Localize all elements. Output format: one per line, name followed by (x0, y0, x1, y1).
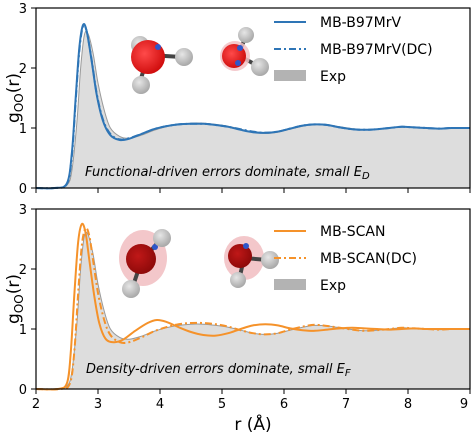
annotation-bottom-sub: F (345, 368, 351, 379)
xtick-label-5: 5 (218, 397, 226, 412)
annotation-top-text: Functional-driven errors dominate, small… (85, 165, 363, 180)
ytick-label-top-2: 2 (19, 62, 27, 77)
y-axis-title-bottom-sub: OO (12, 294, 26, 313)
x-ticks-top (35, 188, 471, 193)
panel-bottom: MB-SCAN MB-SCAN(DC) Exp Density-driven e… (4, 203, 471, 435)
y-axis-title-bottom: gOO(r) (4, 274, 26, 324)
ytick-label-top-1: 1 (19, 122, 27, 137)
y-axis-title-bottom-tail: (r) (4, 274, 24, 294)
legend-label-3: Exp (320, 278, 346, 294)
ytick-label-bottom-3: 3 (19, 203, 27, 218)
bottom-data-layer (35, 222, 471, 391)
series-line-mb-scan-dc-bottom (35, 226, 471, 391)
legend-label-2: MB-B97MrV(DC) (320, 42, 433, 58)
xtick-label-2: 2 (32, 397, 40, 412)
ytick-label-bottom-0: 0 (19, 383, 27, 398)
water-molecule-dimer-right-icon (224, 236, 279, 288)
annotation-bottom-text: Density-driven errors dominate, small E (86, 362, 346, 377)
ytick-label-bottom-1: 1 (19, 323, 27, 338)
plot-frame-top (35, 7, 471, 189)
y-ticks-bottom: 0 1 2 3 (19, 203, 36, 398)
y-axis-title-top-tail: (r) (4, 73, 24, 93)
ytick-label-top-3: 3 (19, 2, 27, 17)
annotation-bottom: Density-driven errors dominate, small EF (86, 362, 351, 379)
x-ticks-bottom: 2 3 4 5 6 7 8 9 (32, 389, 471, 412)
plot-frame-bottom (35, 208, 471, 390)
ytick-label-bottom-2: 2 (19, 263, 27, 278)
legend-label-1: MB-B97MrV (320, 15, 401, 31)
y-axis-title-top: gOO(r) (4, 73, 26, 123)
series-area-exp-bottom (36, 232, 470, 390)
water-molecule-left-icon (131, 36, 193, 94)
legend-swatch-exp (274, 70, 306, 81)
legend-label-3: Exp (320, 69, 346, 85)
y-axis-title-top-g: g (4, 112, 24, 123)
xtick-label-7: 7 (342, 397, 350, 412)
annotation-top: Functional-driven errors dominate, small… (85, 165, 370, 182)
x-axis-title: r (Å) (234, 413, 271, 435)
xtick-label-8: 8 (404, 397, 412, 412)
xtick-label-9: 9 (460, 397, 468, 412)
series-area-exp-top (36, 31, 470, 189)
legend-label-2: MB-SCAN(DC) (320, 251, 417, 267)
y-ticks-top: 0 1 2 3 (19, 2, 36, 197)
y-axis-title-bottom-g: g (4, 313, 24, 324)
xtick-label-4: 4 (156, 397, 164, 412)
water-molecule-right-icon (220, 27, 269, 76)
ytick-label-top-0: 0 (19, 182, 27, 197)
legend-swatch-exp (274, 279, 306, 290)
series-line-mb-b97mrv-dc-top (35, 23, 471, 190)
annotation-top-sub: D (362, 171, 370, 182)
legend-top: MB-B97MrV MB-B97MrV(DC) Exp (274, 15, 433, 85)
y-axis-title-top-sub: OO (12, 93, 26, 112)
water-molecule-dimer-left-icon (119, 229, 171, 298)
legend-bottom: MB-SCAN MB-SCAN(DC) Exp (274, 224, 417, 294)
panel-top: MB-B97MrV MB-B97MrV(DC) Exp Functional-d… (4, 2, 471, 197)
legend-label-1: MB-SCAN (320, 224, 385, 240)
xtick-label-3: 3 (94, 397, 102, 412)
xtick-label-6: 6 (280, 397, 288, 412)
series-line-mb-scan-bottom (35, 222, 470, 391)
top-data-layer (35, 22, 471, 190)
